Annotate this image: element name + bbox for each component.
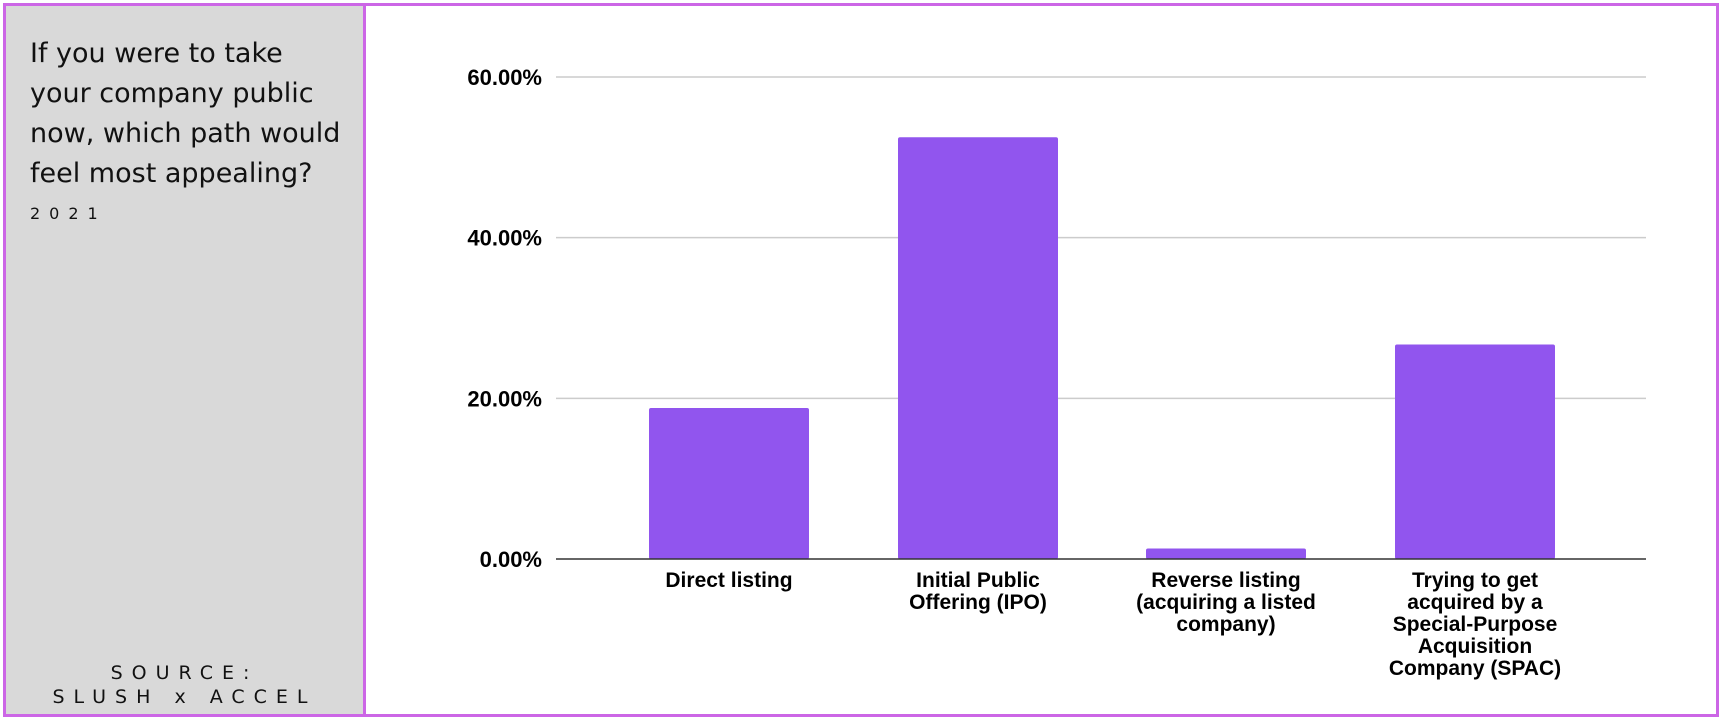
x-category-label-line: Special-Purpose <box>1393 613 1558 636</box>
x-category-label: Reverse listing (acquiring a listed compan… <box>1136 569 1316 636</box>
x-category-label-line: Acquisition <box>1418 635 1532 658</box>
x-category-label-line: Reverse listing <box>1151 569 1300 592</box>
info-panel: If you were to take your company public … <box>6 6 366 714</box>
source-name: SLUSH x ACCEL <box>52 686 317 708</box>
x-category-label-line: Initial Public <box>916 569 1040 592</box>
y-tick-label: 20.00% <box>467 386 542 411</box>
source-label: SOURCE: <box>110 662 259 684</box>
x-category-label: Direct listing <box>665 569 792 592</box>
y-tick-label: 60.00% <box>467 65 542 90</box>
x-category-label-line: Company (SPAC) <box>1389 657 1561 680</box>
x-category-label: Initial Public Offering (IPO) <box>909 569 1047 614</box>
bar <box>1395 344 1555 559</box>
x-category-label-line: Offering (IPO) <box>909 591 1047 614</box>
x-category-label-line: company) <box>1176 613 1275 636</box>
survey-year: 2021 <box>30 204 107 223</box>
survey-question: If you were to take your company public … <box>30 38 341 189</box>
y-tick-label: 40.00% <box>467 226 542 251</box>
x-category-label-line: Direct listing <box>665 569 792 592</box>
bar <box>649 407 809 559</box>
x-category-label-line: Trying to get <box>1412 569 1538 592</box>
bar-chart: 0.00% 20.00% 40.00% 60.00% Direct listing Ini… <box>467 65 1646 680</box>
bar <box>1146 548 1306 559</box>
chart-area: 0.00% 20.00% 40.00% 60.00% Direct listing Ini… <box>366 6 1716 714</box>
y-tick-label: 0.00% <box>480 547 542 572</box>
x-category-label-line: (acquiring a listed <box>1136 591 1316 614</box>
x-category-label-line: acquired by a <box>1407 591 1543 614</box>
chart-frame: If you were to take your company public … <box>3 3 1719 717</box>
x-category-label: Trying to get acquired by a Special-Purpos… <box>1389 569 1561 680</box>
bar <box>898 137 1058 559</box>
